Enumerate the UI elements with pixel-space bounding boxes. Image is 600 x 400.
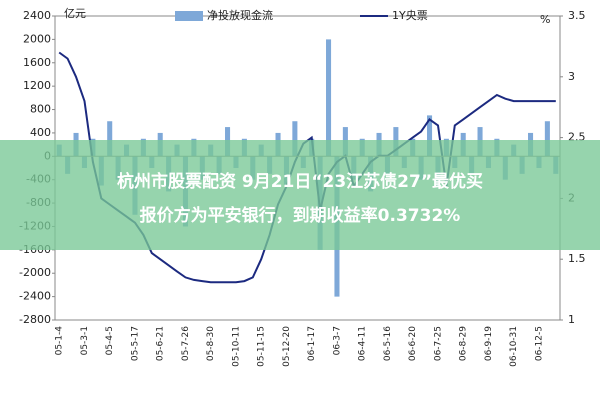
y2-tick-label: 1.5 bbox=[568, 252, 586, 265]
x-tick-label: 05-4-5 bbox=[105, 326, 115, 355]
x-tick-label: 05-10-11 bbox=[231, 326, 241, 367]
x-tick-label: 06-5-16 bbox=[383, 326, 393, 361]
y-unit: 亿元 bbox=[64, 7, 86, 20]
y-tick-label: -2800 bbox=[19, 313, 51, 326]
x-tick-label: 06-9-19 bbox=[484, 326, 494, 361]
y-tick-label: 2000 bbox=[23, 32, 51, 45]
y2-tick-label: 1 bbox=[568, 313, 575, 326]
x-tick-label: 05-7-26 bbox=[181, 326, 191, 361]
y-tick-label: 1600 bbox=[23, 56, 51, 69]
x-tick-label: 05-6-21 bbox=[156, 326, 166, 361]
x-tick-label: 06-1-17 bbox=[307, 326, 317, 361]
x-tick-label: 06-7-25 bbox=[433, 326, 443, 361]
x-tick-label: 06-12-5 bbox=[534, 326, 544, 361]
banner-text: 报价方为平安银行，到期收益率0.3732% bbox=[140, 205, 461, 226]
y-tick-label: -2000 bbox=[19, 266, 51, 279]
x-tick-label: 06-8-29 bbox=[459, 326, 469, 361]
legend-label: 1Y央票 bbox=[392, 9, 428, 22]
x-tick-label: 06-3-7 bbox=[332, 326, 342, 355]
y2-tick-label: 3.5 bbox=[568, 9, 586, 22]
banner bbox=[0, 140, 600, 250]
x-tick-label: 05-11-15 bbox=[257, 326, 267, 367]
x-tick-label: 06-10-31 bbox=[509, 326, 519, 367]
legend-label: 净投放现金流 bbox=[207, 8, 273, 22]
y-tick-label: 400 bbox=[30, 126, 51, 139]
x-tick-label: 05-1-4 bbox=[55, 326, 65, 356]
y2-tick-label: 3 bbox=[568, 70, 575, 83]
y-tick-label: 800 bbox=[30, 103, 51, 116]
bar bbox=[326, 39, 332, 157]
y-tick-label: 2400 bbox=[23, 9, 51, 22]
x-tick-label: 05-8-30 bbox=[206, 326, 216, 361]
x-tick-label: 05-5-17 bbox=[130, 326, 140, 361]
y2-unit: % bbox=[540, 13, 550, 26]
legend-swatch bbox=[175, 11, 203, 21]
bar bbox=[427, 115, 433, 157]
banner-text: 杭州市股票配资 9月21日“23江苏债27”最优买 bbox=[117, 171, 483, 192]
x-tick-label: 05-12-20 bbox=[282, 326, 292, 367]
bar bbox=[107, 121, 113, 157]
y-tick-label: -2400 bbox=[19, 290, 51, 303]
bar bbox=[544, 121, 550, 157]
y-tick-label: 1200 bbox=[23, 79, 51, 92]
x-tick-label: 06-6-20 bbox=[408, 326, 418, 361]
x-tick-label: 06-4-11 bbox=[358, 326, 368, 361]
bar bbox=[292, 121, 298, 157]
x-tick-label: 05-3-1 bbox=[80, 326, 90, 355]
